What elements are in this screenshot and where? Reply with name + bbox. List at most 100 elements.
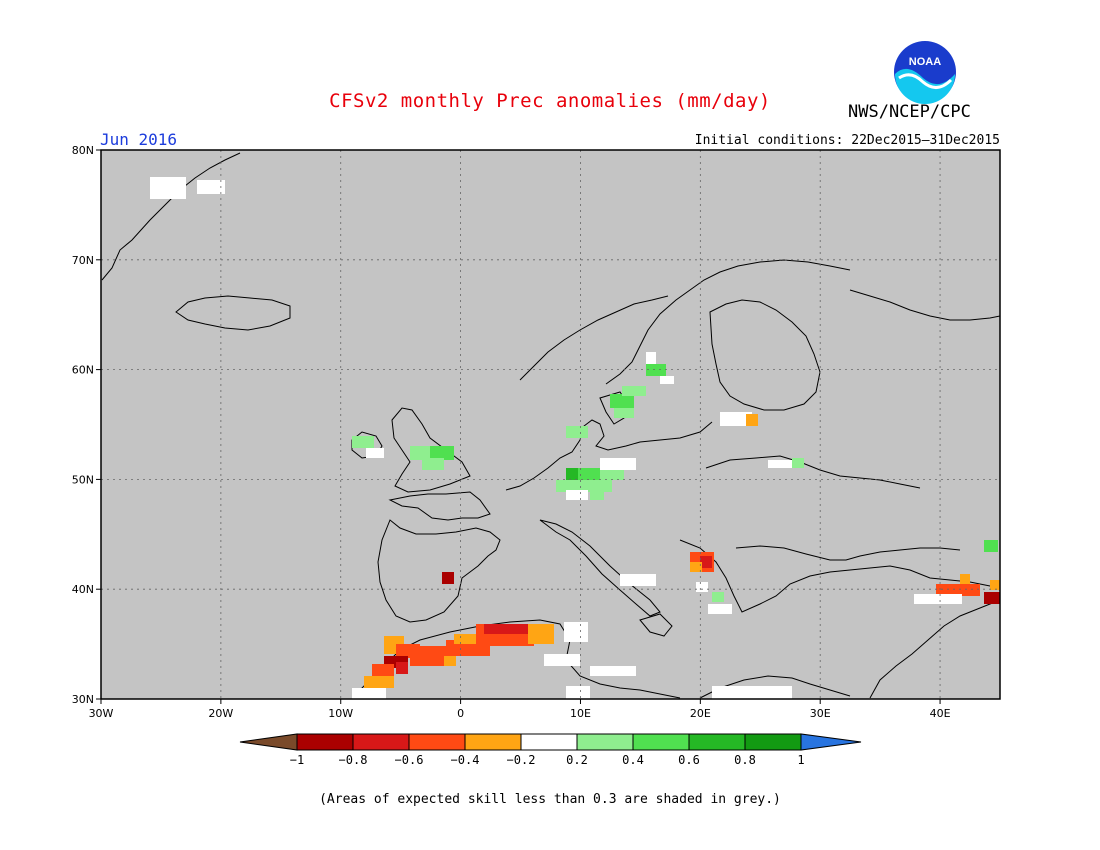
anomaly-cell [610, 394, 634, 408]
anomaly-cell [600, 458, 636, 470]
anomaly-cell [712, 686, 792, 699]
initial-conditions: Initial conditions: 22Dec2015–31Dec2015 [694, 133, 1000, 148]
legend-swatch [352, 733, 410, 751]
anomaly-cell [984, 592, 1000, 604]
legend-arrow-high [800, 733, 862, 751]
anomaly-cell [600, 468, 624, 480]
lon-tick-label: 10W [328, 707, 353, 720]
anomaly-cell [528, 624, 554, 644]
legend-tick-label: 0.4 [622, 753, 644, 767]
anomaly-cell [590, 490, 604, 500]
lon-tick-label: 30W [89, 707, 114, 720]
legend-tick-label: 0.8 [734, 753, 756, 767]
legend-swatch [632, 733, 690, 751]
coastlines [101, 152, 1001, 699]
legend-tick-label: 0.2 [566, 753, 588, 767]
anomaly-cell [708, 604, 732, 614]
anomaly-cell [646, 364, 666, 376]
anomaly-cell [566, 426, 588, 438]
anomaly-cell [700, 556, 712, 568]
anomaly-cell [622, 386, 646, 396]
lat-tick-label: 50N [72, 473, 94, 486]
anomaly-cell [364, 676, 394, 688]
map-plot-area [100, 149, 1001, 700]
legend-arrow-low [239, 733, 298, 751]
anomaly-cell [410, 646, 446, 666]
lat-tick-label: 70N [72, 254, 94, 267]
anomaly-cell [454, 634, 490, 644]
legend-tick-label: 1 [797, 753, 804, 767]
anomaly-cell [372, 664, 394, 676]
anomaly-cell [960, 574, 970, 584]
anomaly-cell [690, 562, 702, 572]
legend-tick-label: −1 [290, 753, 304, 767]
legend-swatch [408, 733, 466, 751]
anomaly-cell [792, 458, 804, 468]
lon-tick-label: 30E [810, 707, 831, 720]
map-title: CFSv2 monthly Prec anomalies (mm/day) [329, 90, 771, 112]
anomaly-cell [566, 686, 590, 699]
anomaly-cell [352, 436, 374, 448]
anomaly-cell [990, 580, 1000, 590]
legend-tick-label: −0.6 [395, 753, 424, 767]
anomaly-cell [646, 352, 656, 364]
legend-tick-label: −0.4 [451, 753, 480, 767]
anomaly-cell [746, 414, 758, 426]
anomaly-cell [620, 574, 656, 586]
lat-tick-label: 40N [72, 583, 94, 596]
colorbar-legend: −1 −0.8 −0.6 −0.4 −0.2 0.2 0.4 0.6 0.8 1 [239, 733, 862, 767]
legend-tick-label: −0.8 [339, 753, 368, 767]
anomaly-cell [396, 662, 408, 674]
noaa-logo-icon: NOAA [894, 41, 956, 104]
anomaly-cell [352, 688, 386, 699]
anomaly-cell [544, 654, 580, 666]
legend-tick-label: −0.2 [507, 753, 536, 767]
anomaly-cell [614, 408, 634, 418]
map-background [101, 150, 1000, 699]
anomaly-cell [566, 468, 578, 480]
anomaly-cell [578, 468, 600, 480]
anomaly-cell [566, 490, 588, 500]
legend-tick-label: 0.6 [678, 753, 700, 767]
lon-tick-label: 40E [930, 707, 951, 720]
forecast-period: Jun 2016 [100, 130, 178, 149]
lon-tick-label: 20E [690, 707, 711, 720]
logo-text: NOAA [909, 56, 941, 68]
lon-tick-label: 20W [208, 707, 233, 720]
graticule [101, 150, 1000, 699]
legend-swatch [296, 733, 354, 751]
anomaly-cell [660, 376, 674, 384]
map-frame [100, 149, 1001, 700]
lon-tick-label: 0 [457, 707, 464, 720]
lon-tick-label: 10E [570, 707, 591, 720]
legend-swatch [688, 733, 746, 751]
anomaly-cell [984, 540, 998, 552]
agency-label: NWS/NCEP/CPC [848, 102, 971, 122]
anomaly-cell [444, 656, 456, 666]
anomaly-cell [150, 177, 186, 199]
lat-tick-label: 80N [72, 144, 94, 157]
anomaly-cell [712, 592, 724, 602]
anomaly-cell [422, 458, 444, 470]
legend-swatch [464, 733, 522, 751]
legend-swatch [744, 733, 802, 751]
legend-swatch [576, 733, 634, 751]
lat-tick-label: 60N [72, 364, 94, 377]
anomaly-cell [914, 594, 962, 604]
anomaly-cell [564, 622, 588, 642]
anomaly-cell [556, 480, 612, 492]
anomaly-cells [150, 177, 1000, 699]
skill-caption: (Areas of expected skill less than 0.3 a… [319, 792, 781, 807]
anomaly-cell [768, 460, 792, 468]
legend-swatch [520, 733, 578, 751]
anomaly-cell [410, 446, 434, 460]
anomaly-cell [936, 584, 980, 596]
anomaly-cell [484, 624, 528, 634]
anomaly-cell [696, 582, 708, 592]
lat-tick-label: 30N [72, 693, 94, 706]
anomaly-cell [430, 446, 454, 460]
anomaly-cell [590, 666, 636, 676]
anomaly-cell [366, 448, 384, 458]
